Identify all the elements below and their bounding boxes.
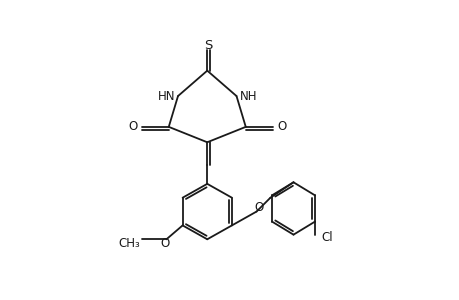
Text: Cl: Cl xyxy=(320,231,332,244)
Text: NH: NH xyxy=(239,90,257,103)
Text: O: O xyxy=(277,120,286,134)
Text: O: O xyxy=(128,120,137,134)
Text: HN: HN xyxy=(157,90,174,103)
Text: O: O xyxy=(160,237,169,250)
Text: S: S xyxy=(203,39,212,52)
Text: O: O xyxy=(254,201,263,214)
Text: CH₃: CH₃ xyxy=(118,237,140,250)
